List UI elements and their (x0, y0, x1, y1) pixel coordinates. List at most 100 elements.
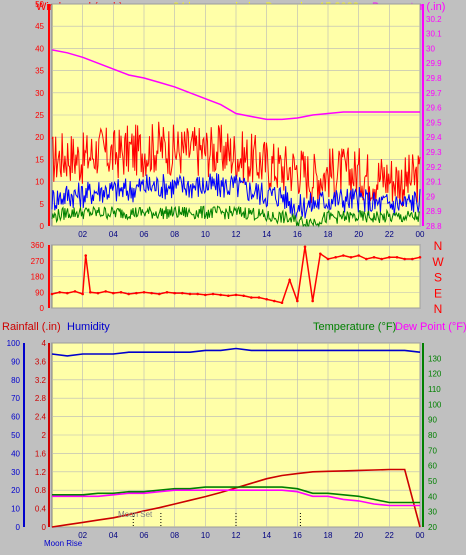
humidity-tick-label: 50 (11, 431, 20, 440)
direction-point (142, 290, 146, 294)
x-tick-label: 14 (262, 230, 271, 239)
direction-point (165, 290, 169, 294)
y-tick-label: 90 (35, 288, 44, 297)
x-tick-label: 00 (416, 230, 425, 239)
y2-tick-label: 29.4 (426, 133, 442, 142)
dewpoint-label: Dew Point (°F) (395, 321, 466, 333)
rain-tick-label: 1.2 (35, 468, 47, 477)
direction-point (227, 294, 230, 298)
direction-point (388, 255, 391, 259)
y2-tick-label: 29.2 (426, 163, 442, 172)
compass-label: S (434, 271, 442, 285)
direction-point (349, 255, 353, 259)
humidity-tick-label: 30 (11, 468, 20, 477)
y-tick-label: 360 (31, 241, 45, 250)
x-tick-label: 04 (109, 531, 118, 540)
direction-point (73, 290, 77, 293)
temp-tick-label: 70 (428, 446, 437, 455)
x-tick-label: 08 (170, 531, 179, 540)
y-tick-label: 180 (31, 273, 45, 282)
direction-point (181, 291, 184, 295)
direction-point (280, 301, 284, 305)
temp-tick-label: 130 (428, 354, 442, 363)
direction-point (311, 299, 314, 303)
direction-point (257, 296, 261, 299)
direction-point (81, 292, 84, 296)
x-tick-label: 16 (293, 531, 302, 540)
compass-label: E (434, 286, 442, 300)
moon-set-label: Moon Set (118, 510, 153, 519)
y-tick-label: 270 (31, 257, 45, 266)
compass-label: N (434, 239, 443, 253)
y-tick-label: 35 (35, 67, 44, 76)
direction-point (211, 292, 215, 296)
y2-tick-label: 29.8 (426, 74, 442, 83)
y-tick-label: 0 (40, 222, 45, 231)
direction-point (66, 291, 69, 295)
direction-point (265, 297, 268, 301)
temp-tick-label: 20 (428, 523, 437, 532)
temp-tick-label: 120 (428, 370, 442, 379)
direction-point (273, 299, 276, 303)
rain-tick-label: 2.4 (35, 413, 47, 422)
temp-tick-label: 80 (428, 431, 437, 440)
direction-point (96, 291, 100, 295)
y2-tick-label: 29.3 (426, 148, 442, 157)
x-tick-label: 22 (385, 230, 394, 239)
series-line-4 (51, 49, 420, 121)
direction-point (357, 254, 360, 257)
y2-tick-label: 29 (426, 192, 435, 201)
y-tick-label: 25 (35, 111, 44, 120)
direction-point (112, 291, 115, 295)
y-tick-label: 5 (40, 200, 45, 209)
series-line-3 (51, 205, 421, 228)
y-tick-label: 15 (35, 155, 44, 164)
x-tick-label: 06 (140, 531, 149, 540)
y-tick-label: 0 (40, 304, 45, 313)
x-tick-label: 12 (232, 531, 241, 540)
x-tick-label: 14 (262, 531, 271, 540)
direction-point (127, 292, 130, 296)
y-tick-label: 40 (35, 44, 44, 53)
y-tick-label: 45 (35, 22, 44, 31)
y-tick-label: 10 (35, 178, 44, 187)
y2-tick-label: 29.7 (426, 89, 442, 98)
direction-point (411, 257, 414, 261)
direction-point (135, 291, 138, 295)
y2-tick-label: 29.1 (426, 178, 442, 187)
humidity-tick-label: 70 (11, 394, 20, 403)
humidity-tick-label: 20 (11, 486, 20, 495)
y2-tick-label: 29.9 (426, 59, 442, 68)
direction-point (303, 245, 307, 249)
direction-point (372, 255, 376, 259)
direction-point (84, 254, 88, 257)
rain-tick-label: 1.6 (35, 449, 47, 458)
x-tick-label: 10 (201, 531, 210, 540)
direction-point (119, 290, 123, 294)
x-tick-label: 02 (78, 230, 87, 239)
direction-point (334, 255, 337, 259)
x-tick-label: 06 (140, 230, 149, 239)
series-line-1 (51, 121, 421, 207)
y2-tick-label: 29.5 (426, 118, 442, 127)
humidity-tick-label: 90 (11, 357, 20, 366)
humidity-tick-label: 80 (11, 376, 20, 385)
direction-point (204, 293, 207, 297)
y-tick-label: 50 (35, 0, 44, 9)
y2-tick-label: 28.8 (426, 222, 442, 231)
rain-tick-label: 0 (42, 523, 47, 532)
x-tick-label: 04 (109, 230, 118, 239)
direction-point (326, 257, 330, 261)
temp-tick-label: 40 (428, 492, 437, 501)
direction-point (418, 255, 422, 259)
compass-label: N (434, 302, 443, 316)
y2-tick-label: 30 (426, 44, 435, 53)
direction-point (242, 294, 245, 298)
moon-rise-label: Moon Rise (44, 539, 83, 548)
direction-point (234, 293, 238, 297)
series-line-3 (52, 486, 420, 504)
y2-tick-label: 30.2 (426, 15, 442, 24)
x-tick-label: 18 (324, 531, 333, 540)
rain-tick-label: 2.8 (35, 394, 47, 403)
x-tick-label: 12 (232, 230, 241, 239)
